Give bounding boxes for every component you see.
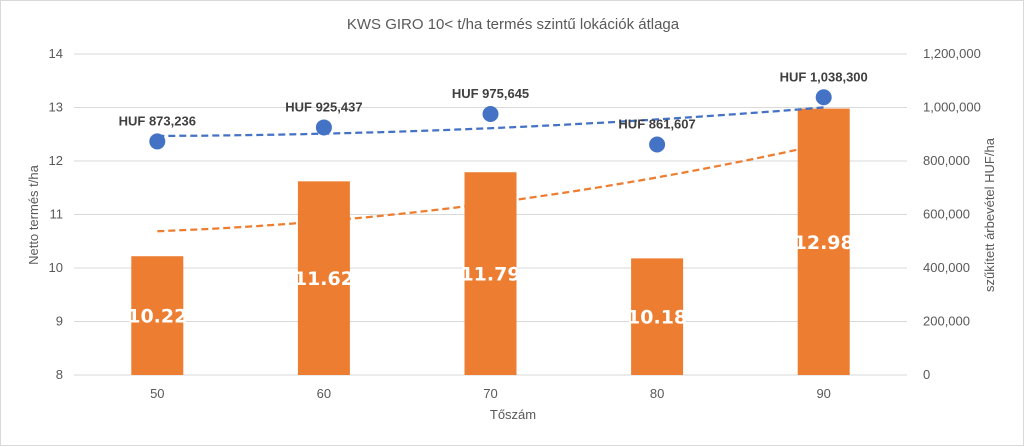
scatter-data-label: HUF 975,645 [452, 86, 529, 101]
y2-tick-label: 800,000 [923, 153, 970, 168]
x-tick-label: 50 [150, 386, 164, 401]
x-axis-title: Tőszám [490, 407, 536, 422]
bar [297, 181, 350, 375]
scatter-series: HUF 873,236 HUF 925,437 HUF 975,645 HUF 861… [119, 69, 868, 153]
y2-tick-label: 1,000,000 [923, 100, 981, 115]
y-axis-title: Netto termés t/ha [26, 164, 41, 264]
bar-data-label: 11.79 [460, 264, 520, 286]
x-axis-ticks: 50 60 70 80 90 [150, 386, 831, 401]
scatter-data-label: HUF 1,038,300 [780, 69, 868, 84]
scatter-point [315, 119, 332, 136]
y-tick-label: 13 [49, 100, 63, 115]
y2-tick-label: 0 [923, 367, 930, 382]
bar-series: 10.22 11.62 11.79 10.18 12.98 [127, 108, 854, 375]
scatter-point [482, 106, 499, 123]
bar-data-label: 11.62 [294, 268, 354, 290]
left-axis-ticks: 8 9 10 11 12 13 14 [49, 46, 63, 382]
x-tick-label: 70 [483, 386, 497, 401]
y-tick-label: 10 [49, 260, 63, 275]
y-tick-label: 12 [49, 153, 63, 168]
x-tick-label: 90 [816, 386, 830, 401]
bar [464, 172, 517, 375]
bar-data-label: 10.22 [127, 306, 187, 328]
x-tick-label: 80 [650, 386, 664, 401]
trendlines [157, 106, 824, 233]
scatter-point [649, 136, 666, 153]
y-tick-label: 11 [50, 207, 64, 222]
bar [131, 256, 184, 375]
y-tick-label: 9 [56, 314, 63, 329]
bar-data-label: 10.18 [627, 307, 687, 329]
scatter-data-label: HUF 861,607 [618, 117, 695, 132]
right-axis-ticks: 0 200,000 400,000 600,000 800,000 1,000,000 1,… [923, 46, 981, 382]
scatter-data-label: HUF 925,437 [285, 99, 362, 114]
y2-tick-label: 1,200,000 [923, 46, 981, 61]
y2-tick-label: 600,000 [923, 207, 970, 222]
scatter-point [815, 89, 832, 106]
chart-title: KWS GIRO 10< t/ha termés szintű lokációk… [347, 16, 680, 33]
bar [631, 258, 684, 375]
x-tick-label: 60 [317, 386, 331, 401]
scatter-point [149, 133, 166, 150]
bar-trendline [157, 142, 824, 233]
scatter-trendline [157, 106, 824, 138]
scatter-data-label: HUF 873,236 [119, 113, 196, 128]
y2-tick-label: 400,000 [923, 260, 970, 275]
y-tick-label: 8 [56, 367, 63, 382]
bar-data-label: 12.98 [794, 232, 854, 254]
y-tick-label: 14 [49, 46, 63, 61]
y2-tick-label: 200,000 [923, 314, 970, 329]
bar [797, 108, 850, 375]
y2-axis-title: szűkített árbevétel HUF/ha [982, 137, 997, 292]
